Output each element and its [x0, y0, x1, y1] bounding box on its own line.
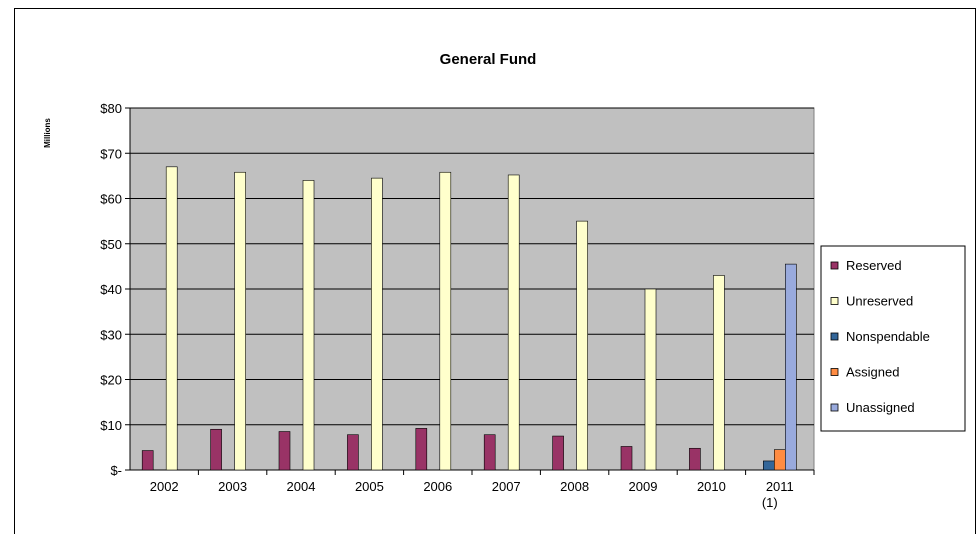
bar-unreserved-2003 — [234, 171, 246, 471]
x-tick-label-2002: 2002 — [150, 479, 179, 494]
bar-reserved-2004 — [278, 431, 291, 471]
chart-frame — [14, 8, 976, 534]
legend-label-assigned: Assigned — [846, 365, 899, 380]
x-tick-label-2011: 2011 — [766, 479, 794, 494]
bar-assigned-2011 — [773, 449, 786, 471]
chart-title: General Fund — [440, 51, 537, 68]
bar-reserved-2008 — [552, 435, 564, 471]
bar-unreserved-2007 — [507, 174, 520, 471]
y-axis-label: Millions — [43, 118, 52, 148]
bar-reserved-2006 — [415, 428, 428, 471]
legend-label-reserved: Reserved — [846, 258, 902, 273]
bar-unreserved-2005 — [371, 177, 383, 471]
y-tick-label-40: $40 — [100, 282, 122, 297]
bar-reserved-2005 — [347, 434, 359, 471]
bar-reserved-2010 — [689, 447, 701, 471]
legend: Reserved Unreserved Nonspendable Assigned Un… — [820, 245, 966, 432]
y-tick-label-10: $10 — [100, 418, 122, 433]
x-tick-label-2007: 2007 — [492, 479, 521, 494]
legend-label-nonspendable: Nonspendable — [846, 329, 930, 344]
legend-box — [820, 245, 966, 432]
x-tick-label-2009: 2009 — [629, 479, 658, 494]
y-tick-label-0: $- — [110, 463, 122, 478]
bar-unreserved-2006 — [439, 171, 452, 471]
legend-swatch-nonspendable — [830, 332, 839, 341]
bar-reserved-2002 — [141, 450, 154, 471]
y-tick-label-70: $70 — [100, 146, 122, 161]
legend-swatch-reserved — [830, 261, 839, 270]
bar-reserved-2009 — [620, 446, 633, 471]
bar-nonspendable-2011 — [762, 460, 775, 471]
plot-area: $- $10 $20 $30 $40 $50 $60 $70 $80 2002 2003 2004 20… — [100, 101, 815, 510]
legend-label-unassigned: Unassigned — [846, 400, 915, 415]
bar-unreserved-2010 — [713, 275, 725, 471]
bar-unreserved-2009 — [644, 288, 657, 471]
bar-reserved-2007 — [483, 434, 496, 471]
bar-unreserved-2008 — [576, 220, 588, 471]
x-tick-label-2010: 2010 — [697, 479, 726, 494]
y-tick-label-60: $60 — [100, 192, 122, 207]
x-tick-label-2008: 2008 — [560, 479, 589, 494]
y-tick-label-80: $80 — [100, 101, 122, 116]
legend-swatch-unreserved — [830, 297, 839, 305]
legend-swatch-unassigned — [830, 403, 839, 412]
y-tick-label-20: $20 — [100, 373, 122, 388]
x-tick-label-2004: 2004 — [287, 479, 316, 494]
x-tick-sublabel-2011: (1) — [762, 495, 778, 510]
bar-unreserved-2004 — [302, 180, 315, 471]
x-tick-label-2006: 2006 — [423, 479, 452, 494]
bar-reserved-2003 — [210, 428, 222, 471]
bar-unassigned-2011 — [784, 263, 797, 471]
x-tick-label-2003: 2003 — [218, 479, 247, 494]
legend-label-unreserved: Unreserved — [846, 294, 913, 309]
y-tick-label-50: $50 — [100, 237, 122, 252]
legend-swatch-assigned — [830, 368, 839, 376]
x-tick-label-2005: 2005 — [355, 479, 384, 494]
bar-unreserved-2002 — [165, 166, 178, 471]
y-tick-label-30: $30 — [100, 327, 122, 342]
